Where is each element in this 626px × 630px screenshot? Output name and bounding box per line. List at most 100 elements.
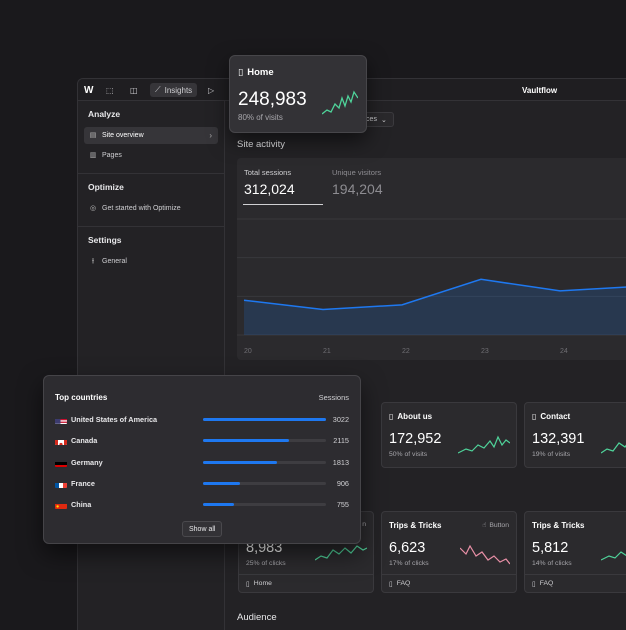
card-tag: n xyxy=(362,521,366,528)
bar-fill xyxy=(203,481,240,485)
top-countries-panel: Top countries Sessions United States of … xyxy=(43,375,361,544)
country-row: United States of America 3022 xyxy=(55,414,349,426)
home-card[interactable]: ▯ Home 248,983 80% of visits xyxy=(229,55,367,133)
bar-track xyxy=(203,503,326,507)
country-name: Canada xyxy=(71,436,98,446)
card-title: Trips & Tricks xyxy=(389,521,442,530)
app-window: W ⬚ ◫ ⟋ Insights ▷ Vaultflow Analyze ▤ S… xyxy=(77,78,626,630)
sparkline xyxy=(315,545,367,561)
bar-fill xyxy=(203,460,277,464)
flag-icon xyxy=(55,436,67,446)
sidebar-item-pages[interactable]: ▥ Pages xyxy=(84,147,218,164)
card-value: 172,952 xyxy=(389,431,442,447)
sidebar-section-optimize: Optimize ◎ Get started with Optimize xyxy=(78,174,224,227)
sidebar-item-general[interactable]: ⫲ General xyxy=(84,253,218,270)
card-title: ▯ Contact xyxy=(532,412,571,421)
pages-icon: ▥ xyxy=(89,151,97,159)
site-name: Vaultflow xyxy=(522,85,558,95)
tab-label: Total sessions xyxy=(244,168,292,177)
play-icon[interactable]: ▷ xyxy=(208,85,215,95)
sidebar-heading: Optimize xyxy=(88,182,124,192)
bar-track xyxy=(203,439,326,443)
country-row: Canada 2115 xyxy=(55,435,349,447)
card-value: 5,812 xyxy=(532,540,569,556)
sliders-icon: ⫲ xyxy=(91,257,95,265)
file-icon: ▯ xyxy=(246,580,250,588)
sidebar-item-label: General xyxy=(102,258,127,265)
card-value: 132,391 xyxy=(532,431,585,447)
x-tick-label: 20 xyxy=(244,348,252,355)
country-row: China 755 xyxy=(55,499,349,511)
flag-icon xyxy=(55,458,67,467)
site-activity-panel: Total sessions 312,024 Unique visitors 1… xyxy=(237,158,626,360)
card-sub: 17% of clicks xyxy=(389,560,429,567)
bar-track xyxy=(203,460,326,464)
card-footer: ▯ FAQ xyxy=(525,574,626,592)
cursor-icon[interactable]: ⬚ xyxy=(106,85,114,95)
page-card-contact[interactable]: ▯ Contact 132,391 19% of visits xyxy=(524,402,626,468)
tab-unique-visitors[interactable]: Unique visitors 194,204 xyxy=(332,168,383,197)
card-value: 8,983 xyxy=(246,540,283,556)
card-title: ▯ About us xyxy=(389,412,433,421)
country-name: United States of America xyxy=(71,415,158,424)
series-area xyxy=(244,279,626,335)
country-sessions: 755 xyxy=(336,500,349,510)
tab-value: 194,204 xyxy=(332,181,383,197)
card-sub: 50% of visits xyxy=(389,451,428,458)
page-card-about[interactable]: ▯ About us 172,952 50% of visits xyxy=(381,402,517,468)
tab-value: 312,024 xyxy=(244,181,295,197)
sidebar-section-settings: Settings ⫲ General xyxy=(78,227,224,279)
sidebar-item-site-overview[interactable]: ▤ Site overview › xyxy=(84,127,218,144)
sidebar: Analyze ▤ Site overview › ▥ Pages Optimi… xyxy=(78,101,225,630)
file-icon: ▯ xyxy=(389,412,394,421)
card-footer: ▯ Home xyxy=(239,574,373,592)
card-tag: ☝ Button xyxy=(482,521,509,530)
country-sessions: 906 xyxy=(336,478,349,488)
click-card-tricks-2[interactable]: Trips & Tricks 5,812 14% of clicks ▯ FAQ xyxy=(524,511,626,593)
sidebar-item-label: Pages xyxy=(102,152,122,159)
sparkline xyxy=(601,551,626,561)
chevron-down-icon: ⌄ xyxy=(380,116,387,124)
click-card-tricks[interactable]: Trips & Tricks ☝ Button 6,623 17% of clic… xyxy=(381,511,517,593)
chart-icon: ⟋ xyxy=(155,85,161,94)
active-tab-indicator xyxy=(243,204,323,205)
sidebar-item-label: Get started with Optimize xyxy=(102,205,181,212)
flag-icon xyxy=(55,500,67,510)
webflow-logo: W xyxy=(84,84,94,96)
country-row: France 906 xyxy=(55,478,349,490)
sparkline xyxy=(460,544,510,565)
country-name: China xyxy=(71,500,92,510)
tab-total-sessions[interactable]: Total sessions 312,024 xyxy=(244,168,295,197)
card-value: 6,623 xyxy=(389,540,426,556)
sparkline xyxy=(458,435,510,454)
country-name: France xyxy=(71,478,95,488)
sidebar-heading: Settings xyxy=(88,235,122,245)
card-title: ▯ Home xyxy=(238,67,274,78)
sparkline xyxy=(601,442,626,454)
show-all-button[interactable]: Show all xyxy=(182,521,223,537)
target-icon: ◎ xyxy=(89,204,97,212)
column-header: Sessions xyxy=(318,393,349,402)
country-sessions: 2115 xyxy=(333,436,349,446)
flag-icon xyxy=(55,479,67,488)
site-activity-title: Site activity xyxy=(237,139,286,150)
file-icon: ▤ xyxy=(89,131,97,139)
series-line xyxy=(243,278,626,311)
card-sub: 14% of clicks xyxy=(532,560,572,567)
x-tick-label: 21 xyxy=(323,348,331,355)
country-sessions: 1813 xyxy=(332,457,349,467)
tab-insights[interactable]: ⟋ Insights xyxy=(150,83,198,97)
bar-track xyxy=(203,481,326,485)
tab-label: Unique visitors xyxy=(332,168,382,177)
sidebar-item-optimize[interactable]: ◎ Get started with Optimize xyxy=(84,200,218,217)
card-footer: ▯ FAQ xyxy=(382,574,516,592)
country-sessions: 3022 xyxy=(332,415,349,424)
database-icon[interactable]: ◫ xyxy=(130,85,138,95)
sidebar-heading: Analyze xyxy=(88,109,121,119)
file-icon: ▯ xyxy=(532,580,536,588)
x-tick-label: 23 xyxy=(481,348,489,355)
file-icon: ▯ xyxy=(238,67,244,78)
country-row: Germany 1813 xyxy=(55,457,349,469)
sparkline xyxy=(322,90,358,115)
country-name: Germany xyxy=(71,457,103,467)
